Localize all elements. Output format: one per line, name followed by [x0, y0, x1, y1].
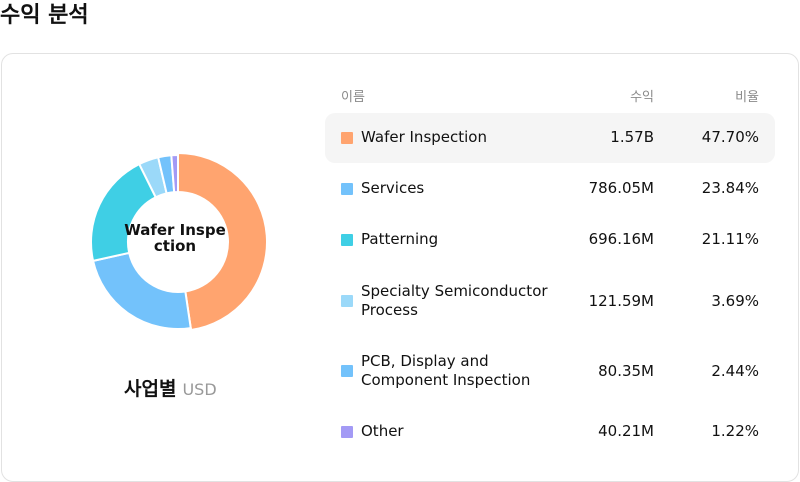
caption-label: 사업별: [124, 378, 177, 400]
row-value: 1.57B: [610, 128, 654, 146]
row-share: 3.69%: [711, 292, 759, 310]
table-row[interactable]: PCB, Display and Component Inspection 80…: [325, 337, 775, 407]
row-name: Patterning: [361, 230, 439, 248]
header-share: 비율: [735, 90, 759, 105]
row-share: 21.11%: [701, 230, 759, 248]
table-row[interactable]: Services 786.05M 23.84%: [325, 164, 775, 214]
row-share: 47.70%: [701, 128, 759, 146]
legend-swatch: [341, 132, 353, 144]
page-title: 수익 분석: [0, 3, 89, 28]
legend-swatch: [341, 234, 353, 246]
chart-caption: 사업별 USD: [124, 374, 217, 401]
donut-slice[interactable]: [177, 151, 268, 332]
table-row[interactable]: Wafer Inspection 1.57B 47.70%: [325, 113, 775, 163]
row-name: Services: [361, 179, 425, 197]
row-share: 2.44%: [711, 362, 759, 380]
donut-svg: [90, 151, 268, 332]
donut-chart: Wafer Inspection: [90, 150, 270, 334]
row-share: 23.84%: [701, 179, 759, 197]
legend-swatch: [341, 295, 353, 307]
row-name: PCB, Display and Component Inspection: [361, 352, 531, 389]
row-name: Wafer Inspection: [361, 128, 487, 146]
row-name: Other: [361, 422, 404, 440]
row-value: 696.16M: [588, 230, 654, 248]
table-row[interactable]: Patterning 696.16M 21.11%: [325, 215, 775, 265]
donut-slice[interactable]: [91, 251, 192, 330]
table-row[interactable]: Other 40.21M 1.22%: [325, 408, 775, 456]
legend-swatch: [341, 183, 353, 195]
table-header: 이름 수익 비율: [325, 86, 775, 106]
row-value: 80.35M: [598, 362, 654, 380]
header-name: 이름: [341, 90, 365, 105]
row-value: 786.05M: [588, 179, 654, 197]
donut-slice[interactable]: [170, 153, 179, 194]
legend-swatch: [341, 365, 353, 377]
row-name: Specialty Semiconductor Process: [361, 282, 548, 319]
header-value: 수익: [630, 90, 654, 105]
caption-unit: USD: [182, 380, 217, 399]
legend-swatch: [341, 426, 353, 438]
row-share: 1.22%: [711, 422, 759, 440]
table-row[interactable]: Specialty Semiconductor Process 121.59M …: [325, 266, 775, 336]
row-value: 40.21M: [598, 422, 654, 440]
donut-center-label: Wafer Inspection: [124, 221, 226, 255]
row-value: 121.59M: [588, 292, 654, 310]
